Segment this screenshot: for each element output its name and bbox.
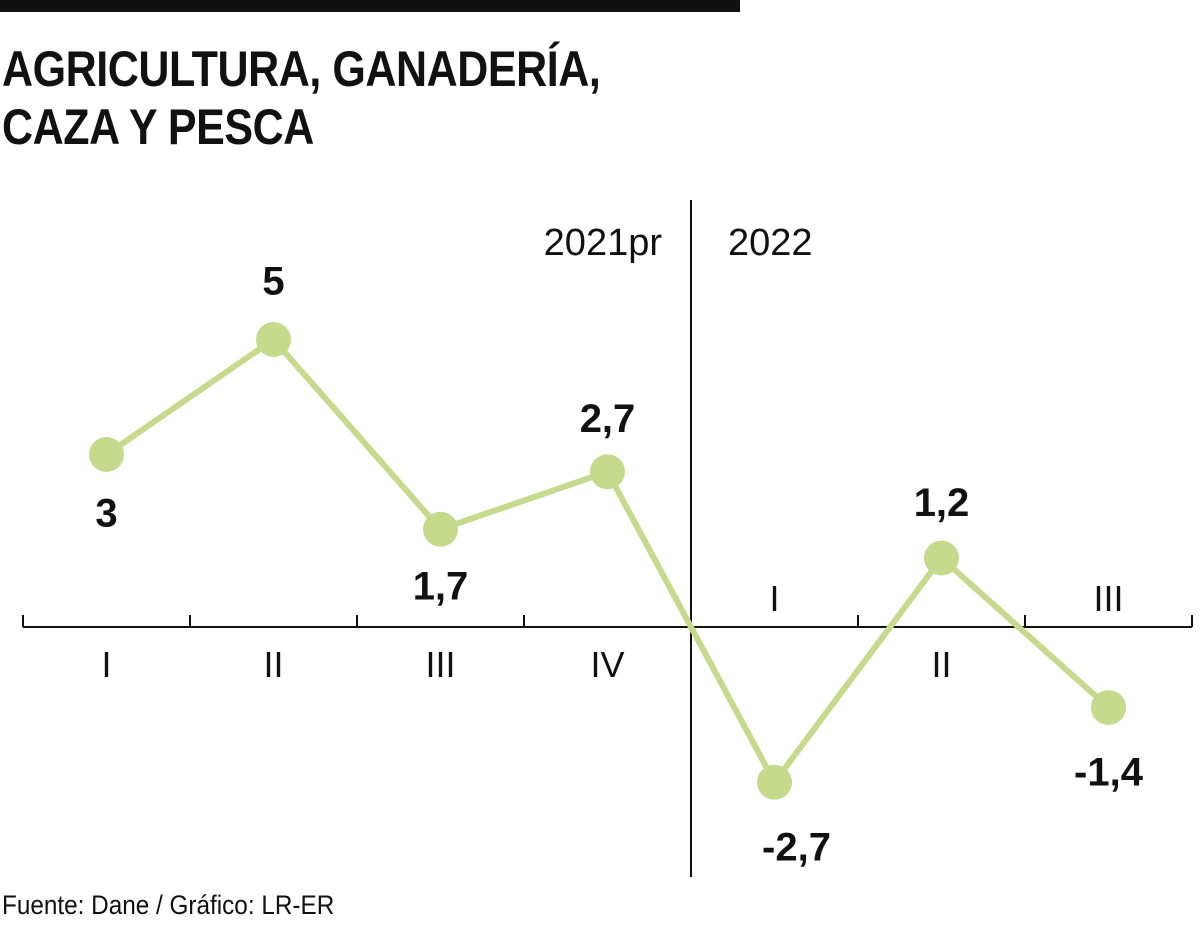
year-label-2021: 2021pr [544,222,663,264]
chart-title: AGRICULTURA, GANADERÍA, CAZA Y PESCA [2,41,601,155]
value-label: 1,2 [914,481,970,525]
value-label: -2,7 [762,825,831,869]
data-point-marker [924,540,959,576]
quarter-label: IV [590,644,624,685]
data-point-marker [89,437,124,472]
quarter-label: III [425,644,455,685]
quarter-label: I [101,644,111,685]
quarter-label: II [931,644,951,685]
quarter-label: II [263,644,283,685]
top-rule [0,0,740,12]
year-label-2022: 2022 [728,222,813,264]
quarter-label: III [1093,578,1123,619]
value-label: 1,7 [413,564,469,608]
value-label: -1,4 [1074,751,1144,795]
quarter-label: I [769,578,779,619]
data-point-marker [590,454,625,490]
value-label: 5 [262,260,284,304]
data-labels: 3 5 1,7 2,7 -2,7 1,2 -1,4 [95,260,1143,870]
source-note: Fuente: Dane / Gráfico: LR-ER [2,890,335,920]
value-label: 3 [95,492,117,536]
data-point-marker [1091,690,1126,725]
data-point-marker [256,322,291,357]
data-point-marker [757,764,792,800]
value-label: 2,7 [580,397,636,441]
data-point-marker [423,511,458,547]
data-series [89,322,1126,800]
